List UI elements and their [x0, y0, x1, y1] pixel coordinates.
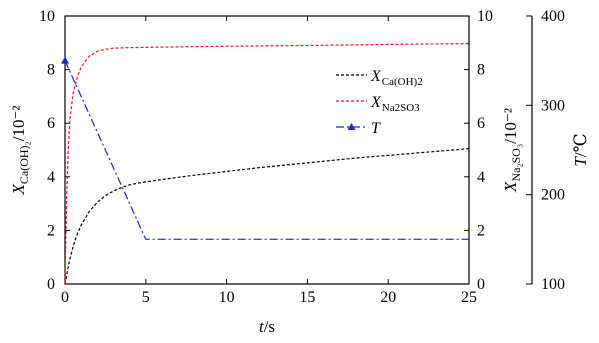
x-tick-label: 20	[380, 289, 396, 306]
y-left-tick-label: 4	[47, 169, 55, 186]
y-right-inner-tick-label: 2	[477, 222, 485, 239]
x-tick-label: 25	[461, 289, 477, 306]
series-line-X_Ca(OH)2	[64, 148, 470, 285]
x-tick-label: 15	[299, 289, 315, 306]
legend-marker	[347, 123, 356, 130]
y-right-outer-axis-label: T/℃	[571, 133, 590, 166]
series-line-X_Na2SO3	[64, 43, 470, 285]
x-tick-label: 5	[142, 289, 150, 306]
y-left-axis-label: XCa(OH)₂/10⁻²	[9, 105, 31, 195]
series-group	[61, 43, 470, 285]
y-left-tick-label: 8	[47, 62, 55, 79]
y-left-tick-label: 2	[47, 222, 55, 239]
axis-labels: t/s XCa(OH)₂/10⁻² XNa₂SO₃/10⁻² T/℃	[9, 105, 590, 336]
plot-frame	[64, 15, 470, 285]
y-right-outer-tick-label: 400	[541, 8, 565, 25]
y-right-outer-tick-label: 100	[541, 276, 565, 293]
legend-label: XNa2SO3	[370, 94, 420, 114]
y-right-inner-tick-label: 6	[477, 115, 485, 132]
series-point-T	[61, 56, 69, 64]
x-tick-label: 0	[61, 289, 69, 306]
y-right-outer-tick-label: 200	[541, 187, 565, 204]
series-line-T	[64, 60, 469, 240]
y-right-inner-tick-label: 0	[477, 276, 485, 293]
y-left-tick-label: 0	[47, 276, 55, 293]
y-right-inner-axis-label: XNa₂SO₃/10⁻²	[501, 108, 523, 193]
y-right-inner-tick-label: 8	[477, 62, 485, 79]
legend-label: XCa(OH)2	[370, 68, 423, 88]
y-left-tick-label: 10	[39, 8, 55, 25]
legend-label: T	[371, 120, 381, 137]
y-left-tick-label: 6	[47, 115, 55, 132]
legend: XCa(OH)2 XNa2SO3 T	[336, 68, 423, 137]
y-right-inner-tick-label: 10	[477, 8, 493, 25]
x-tick-label: 10	[219, 289, 235, 306]
y-right-outer-tick-label: 300	[541, 97, 565, 114]
y-right-inner-tick-label: 4	[477, 169, 485, 186]
x-axis-label: t/s	[259, 317, 275, 336]
